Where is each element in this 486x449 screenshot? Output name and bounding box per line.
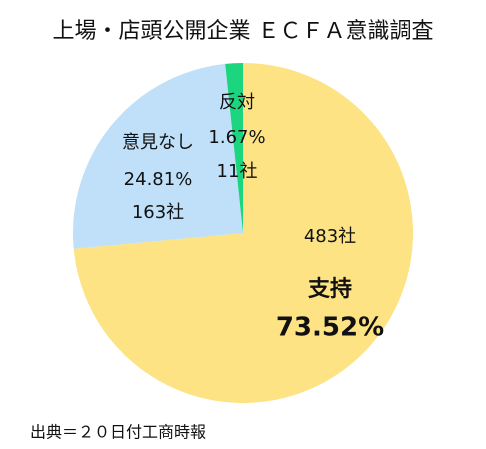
count-label: 163社 (132, 202, 184, 223)
value-label: 1.67% (208, 127, 265, 148)
pie-slice (73, 63, 414, 404)
count-label: 11社 (217, 161, 258, 182)
pie-slice (225, 63, 243, 233)
slice-name: 意見なし (122, 132, 194, 153)
slice-name: 反対 (219, 92, 255, 113)
chart-title: 上場・店頭公開企業 ＥＣＦＡ意識調査 (53, 19, 434, 44)
pie-slice (73, 63, 244, 249)
slice-name: 支持 (308, 277, 352, 302)
source-note: 出典＝２０日付工商時報 (30, 423, 206, 442)
value-label: 24.81% (124, 169, 193, 190)
count-label: 483社 (304, 226, 356, 247)
value-label: 73.52% (276, 313, 384, 343)
